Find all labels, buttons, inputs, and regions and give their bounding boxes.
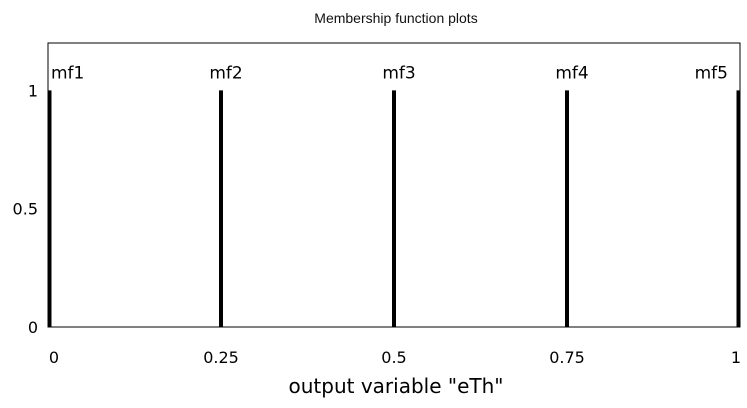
mf-label-mf3: mf3 [382,63,415,83]
membership-function-labels: mf1 mf2 mf3 mf4 mf5 [51,63,728,83]
x-tick-label: 1 [731,348,741,367]
chart-title: Membership function plots [314,10,477,26]
x-tick-label: 0.25 [203,348,239,367]
mf-label-mf1: mf1 [51,63,84,83]
y-axis-ticks: 00.51 [13,81,38,337]
x-axis-label: output variable "eTh" [289,374,504,398]
y-tick-label: 1 [28,81,38,100]
y-tick-label: 0.5 [13,200,38,219]
x-tick-label: 0.5 [381,348,406,367]
mf-label-mf2: mf2 [209,63,242,83]
membership-function-lines [47,90,741,327]
mf-label-mf5: mf5 [695,63,728,83]
x-tick-label: 0.75 [549,348,585,367]
mf-label-mf4: mf4 [555,63,588,83]
y-tick-label: 0 [28,318,38,337]
x-axis-ticks: 0 0.25 0.5 0.75 1 [49,348,741,367]
x-tick-label: 0 [49,348,59,367]
